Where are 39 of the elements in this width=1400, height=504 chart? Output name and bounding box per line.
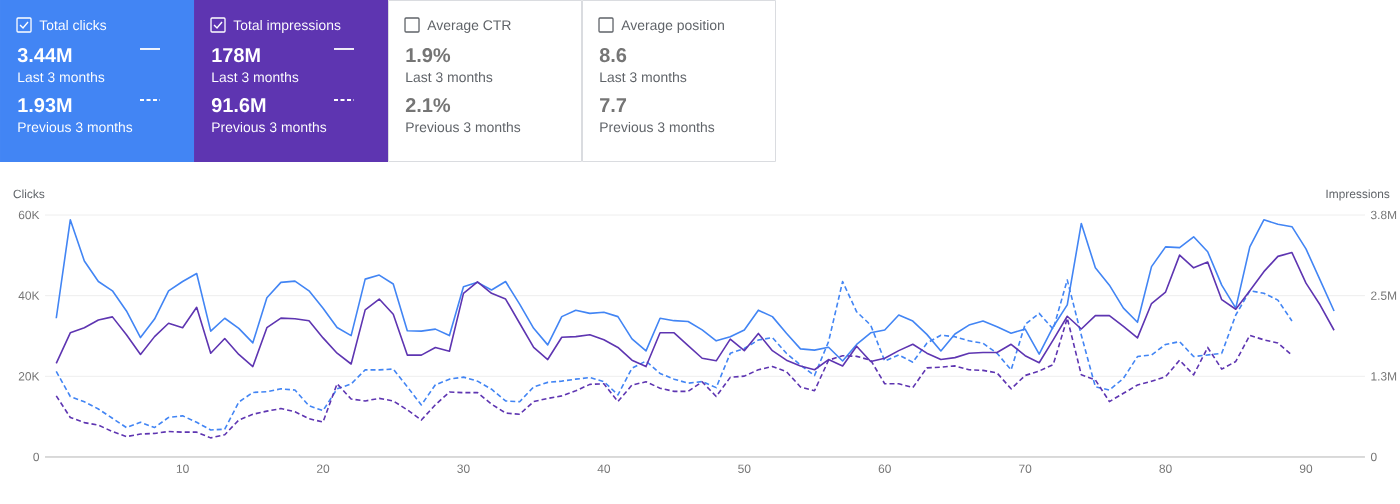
text: Total clicks xyxy=(39,19,107,31)
y-tick-label: 0 xyxy=(33,452,40,462)
text: 7.7 xyxy=(600,98,627,112)
y2-tick-label: 2.5M xyxy=(1371,291,1397,300)
text: Previous 3 months xyxy=(212,121,327,133)
x-tick-label: 70 xyxy=(1019,464,1032,473)
y-tick-label: 40K xyxy=(18,291,40,300)
text: Last 3 months xyxy=(212,71,299,83)
text: 1.9% xyxy=(406,48,451,63)
x-tick-label: 30 xyxy=(457,464,470,473)
text: Average CTR xyxy=(427,20,511,33)
y-axis-title: Clicks xyxy=(13,189,45,199)
text: 91.6M xyxy=(211,98,266,113)
text: 3.44M xyxy=(17,48,72,63)
text: Last 3 months xyxy=(18,71,105,83)
text: Previous 3 months xyxy=(18,121,133,133)
text: Total impressions xyxy=(233,19,341,33)
text: 8.6 xyxy=(599,48,627,63)
x-tick-label: 40 xyxy=(597,464,611,473)
x-tick-label: 20 xyxy=(316,464,330,473)
text: Previous 3 months xyxy=(600,121,715,133)
y-tick-label: 60K xyxy=(18,210,40,220)
x-tick-label: 90 xyxy=(1299,464,1313,473)
y2-tick-label: 0 xyxy=(1370,452,1377,462)
x-tick-label: 60 xyxy=(878,464,891,473)
y2-axis-title: Impressions xyxy=(1326,189,1390,201)
text: 2.1% xyxy=(405,98,451,113)
x-tick-label: 50 xyxy=(738,464,751,473)
text: Average position xyxy=(621,19,724,33)
text: Last 3 months xyxy=(406,71,493,83)
x-tick-label: 80 xyxy=(1159,464,1172,473)
text: 1.93M xyxy=(18,98,72,113)
y2-tick-label: 1.3M xyxy=(1371,372,1397,381)
text: 178M xyxy=(212,48,260,63)
x-tick-label: 10 xyxy=(176,464,189,473)
y2-tick-label: 3.8M xyxy=(1370,210,1397,220)
y-tick-label: 20K xyxy=(18,372,40,381)
text: Previous 3 months xyxy=(406,121,521,133)
text: Last 3 months xyxy=(600,71,687,83)
